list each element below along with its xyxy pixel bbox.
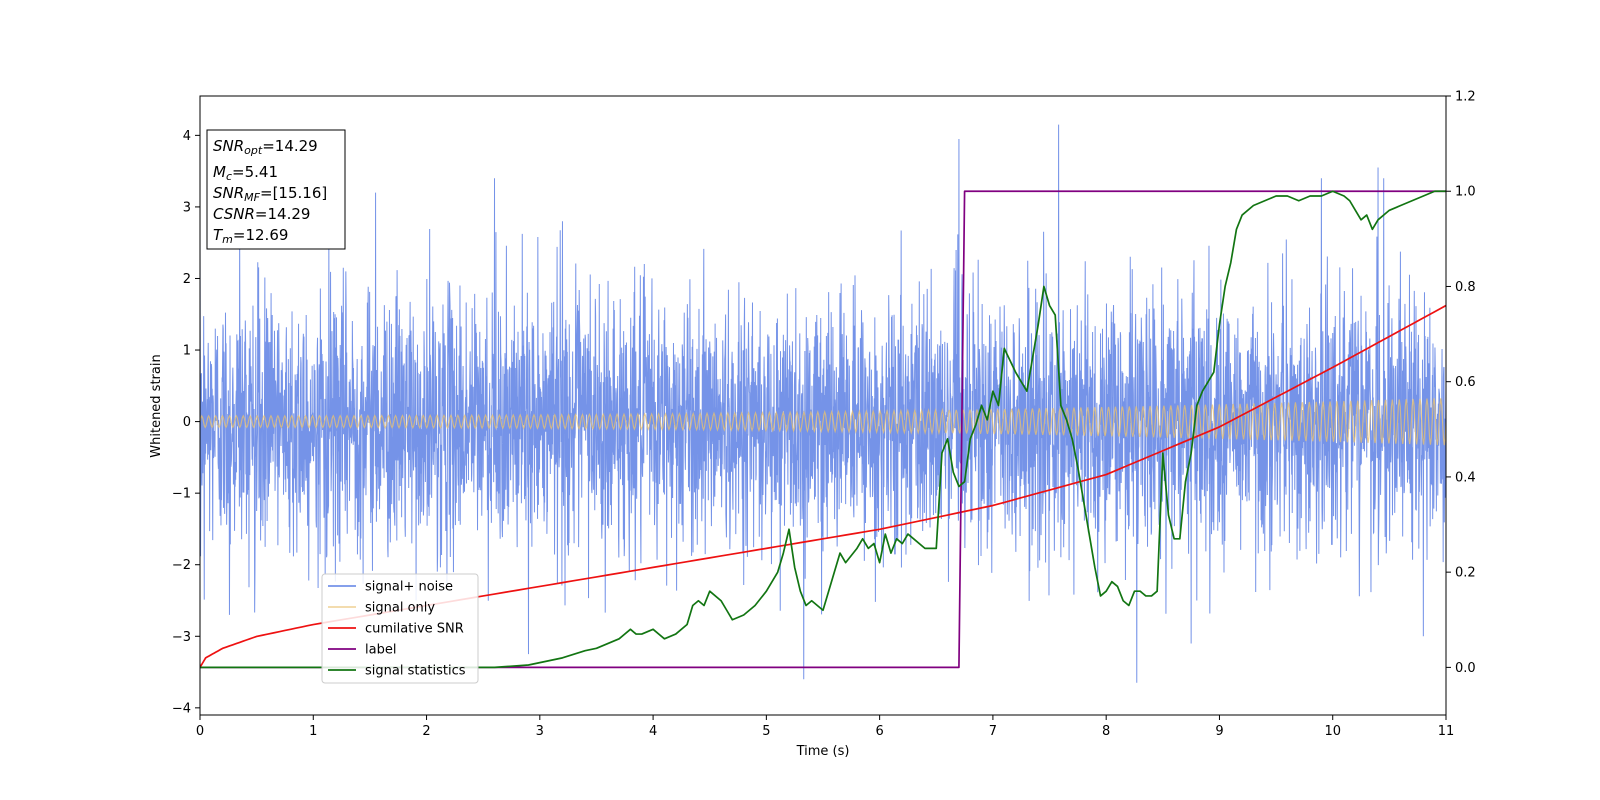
info-line: Mc=5.41: [213, 163, 278, 183]
y-axis-label: Whitened strain: [149, 354, 164, 457]
legend-frame: [321, 573, 479, 684]
y2-tick-label: 0.8: [1455, 280, 1476, 295]
info-line: SNRMF=[15.16]: [213, 184, 327, 204]
info-line: SNRopt=14.29: [213, 137, 318, 157]
x-axis-label: Time (s): [796, 744, 850, 759]
legend-signal-only-label: signal only: [365, 601, 435, 616]
x-tick-label: 0: [196, 724, 204, 739]
x-tick-label: 4: [649, 724, 657, 739]
legend-cumilative-snr-label: cumilative SNR: [365, 622, 464, 637]
x-tick-label: 11: [1438, 724, 1455, 739]
info-line: CSNR=14.29: [213, 205, 310, 223]
y-tick-label: −1: [172, 487, 191, 502]
legend-signal-statistics-label: signal statistics: [365, 664, 466, 679]
y2-tick-label: 0.2: [1455, 566, 1476, 581]
y-tick-label: −2: [172, 558, 191, 573]
info-annotation-box: SNRopt=14.29 Mc=5.41SNRMF=[15.16]CSNR=14.…: [206, 129, 346, 250]
x-tick-label: 1: [309, 724, 317, 739]
y2-tick-label: 0.6: [1455, 375, 1476, 390]
legend-signal-noise-label: signal+ noise: [365, 580, 453, 595]
x-tick-label: 7: [989, 724, 997, 739]
series-layer: [200, 124, 1446, 683]
x-tick-label: 6: [875, 724, 883, 739]
x-tick-label: 5: [762, 724, 770, 739]
y2-tick-label: 0.4: [1455, 470, 1476, 485]
y-tick-label: 0: [183, 415, 191, 430]
x-tick-label: 8: [1102, 724, 1110, 739]
x-tick-label: 3: [536, 724, 544, 739]
y2-tick-label: 1.2: [1455, 90, 1476, 105]
y-tick-label: 1: [183, 344, 191, 359]
series-signal-only: [200, 398, 1446, 446]
series-signal-statistics: [200, 190, 1446, 669]
legend: signal+ noise signal only cumilative SNR la…: [321, 573, 479, 684]
legend-label-label: label: [365, 643, 396, 658]
series-label: [200, 190, 1446, 669]
info-line: Tm=12.69: [213, 226, 288, 246]
info-box-frame: [206, 129, 346, 250]
plot-frame: [199, 95, 1447, 716]
y2-tick-label: 1.0: [1455, 185, 1476, 200]
y-tick-label: 4: [183, 129, 191, 144]
y2-tick-label: 0.0: [1455, 661, 1476, 676]
y-tick-label: −4: [172, 701, 191, 716]
y-tick-label: 3: [183, 200, 191, 215]
x-tick-label: 10: [1324, 724, 1341, 739]
ticks-layer: 0 1 2 3 4 5 6 7 8 9 10 11 −4 −3 −2 −1 0 1 2 3 4 0.0 0.2 0.4 0.6 0…: [172, 90, 1476, 740]
x-tick-label: 2: [422, 724, 430, 739]
y-tick-label: 2: [183, 272, 191, 287]
series-signal-plus-noise: [200, 124, 1446, 683]
x-tick-label: 9: [1215, 724, 1223, 739]
series-cumilative-snr: [200, 304, 1446, 668]
y-tick-label: −3: [172, 630, 191, 645]
